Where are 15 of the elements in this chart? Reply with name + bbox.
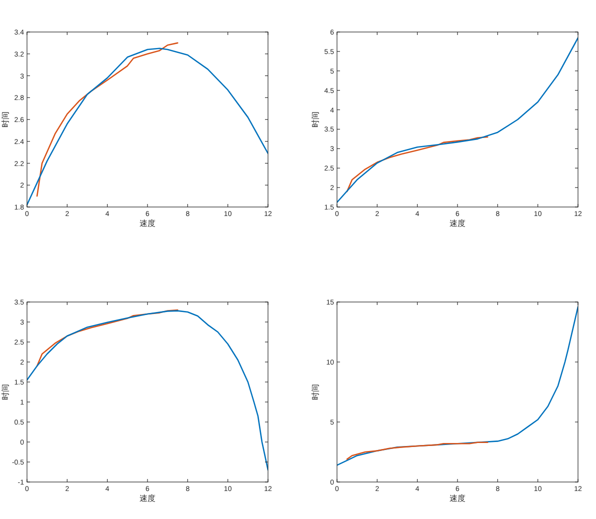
line-series	[346, 136, 488, 192]
line-series	[36, 42, 178, 197]
x-axis-title: 速度	[140, 494, 156, 503]
line-series	[337, 37, 578, 203]
line-series	[27, 48, 268, 206]
x-axis-title: 速度	[450, 219, 466, 228]
y-axis-title: 时间	[1, 384, 10, 400]
x-axis-title: 速度	[140, 219, 156, 228]
y-axis-title: 时间	[311, 384, 320, 400]
x-axis-title: 速度	[450, 494, 466, 503]
y-axis-title: 时间	[1, 112, 10, 128]
line-series	[27, 310, 268, 471]
line-series	[346, 442, 488, 460]
line-series	[36, 309, 178, 367]
y-axis-title: 时间	[311, 112, 320, 128]
